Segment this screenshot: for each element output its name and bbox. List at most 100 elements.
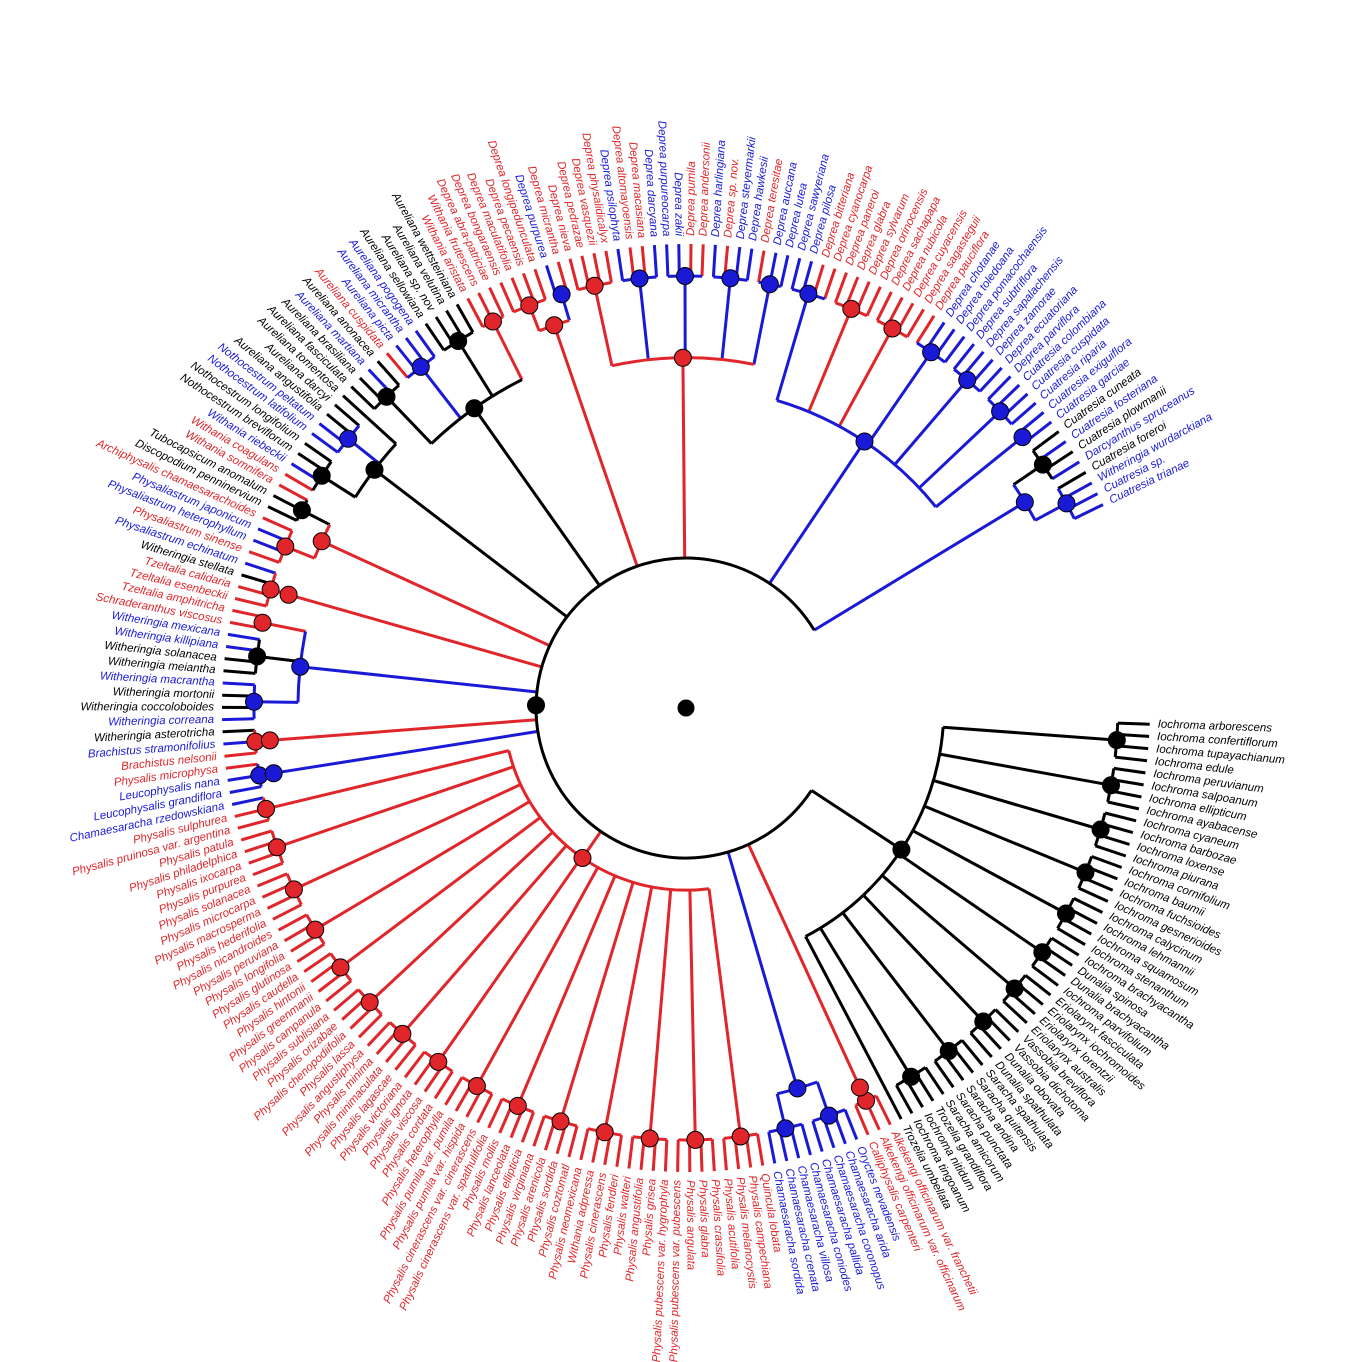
branch — [333, 403, 361, 427]
ancestral-node — [279, 585, 298, 604]
branch — [676, 1139, 680, 1172]
taxon-label: Witheringia coccoloboides — [80, 701, 214, 713]
branch — [222, 717, 255, 722]
ancestral-node — [331, 958, 350, 977]
branch — [325, 979, 353, 1003]
branch — [1050, 936, 1080, 957]
branch — [240, 829, 273, 842]
branch — [1010, 401, 1037, 426]
ancestral-node — [1033, 943, 1052, 962]
branch — [923, 804, 1087, 874]
branch — [790, 257, 802, 290]
branch — [366, 1021, 391, 1047]
branch — [231, 796, 264, 806]
branch — [1115, 755, 1148, 763]
branch — [284, 472, 314, 492]
branch — [710, 1139, 716, 1172]
branch — [1107, 800, 1140, 811]
branch — [314, 800, 531, 931]
branch — [837, 327, 894, 427]
branch — [1024, 974, 1052, 997]
branch — [265, 749, 510, 811]
branch — [237, 818, 270, 830]
ancestral-node — [393, 1024, 412, 1043]
branch — [768, 440, 866, 585]
branch — [775, 293, 810, 401]
ancestral-node — [1076, 863, 1095, 882]
branch — [933, 1060, 955, 1089]
branch — [912, 829, 1067, 915]
branch — [262, 516, 293, 533]
ancestral-node — [545, 316, 564, 335]
branch — [652, 245, 658, 278]
branch — [638, 278, 650, 360]
ancestral-node — [1013, 428, 1032, 447]
branch — [225, 762, 258, 770]
branch — [726, 851, 799, 1089]
branch — [222, 728, 255, 734]
ancestral-node — [1005, 979, 1024, 998]
branch — [368, 831, 554, 1004]
taxon-label: Deprea andersonii — [698, 142, 714, 237]
ancestral-node — [855, 432, 874, 451]
ancestral-node — [312, 466, 331, 485]
branch — [1091, 855, 1123, 869]
branch — [552, 324, 639, 567]
branch — [300, 665, 538, 694]
taxon-label: Deprea darcyana — [642, 149, 660, 238]
ancestral-node — [673, 348, 692, 367]
branch — [559, 881, 635, 1122]
ancestral-node — [788, 1079, 807, 1098]
branch — [767, 1131, 777, 1164]
branch — [444, 1076, 464, 1106]
taxon-label: Deprea zakii — [672, 172, 685, 237]
branch — [854, 1104, 870, 1136]
branch — [414, 329, 436, 358]
branch — [813, 500, 1026, 632]
branch — [881, 874, 1016, 990]
branch — [934, 435, 1024, 509]
branch — [700, 244, 705, 277]
branch — [757, 250, 766, 283]
ancestral-node — [483, 312, 502, 331]
ancestral-node — [585, 276, 604, 295]
branch — [256, 872, 288, 888]
ancestral-node — [508, 1096, 527, 1115]
branch — [516, 875, 617, 1107]
taxon-label: Deprea purpureocarpa — [655, 121, 672, 237]
branch — [419, 365, 462, 420]
branch — [994, 1008, 1020, 1033]
branch — [223, 669, 256, 675]
branch — [475, 866, 600, 1087]
ancestral-node — [365, 460, 384, 479]
branch — [357, 1013, 383, 1039]
branch — [244, 561, 277, 575]
branch — [823, 268, 837, 300]
branch — [722, 1138, 728, 1171]
branch — [688, 890, 697, 1140]
branch — [234, 597, 267, 608]
branch — [288, 593, 543, 669]
branch — [969, 1032, 993, 1058]
branch — [222, 681, 255, 687]
branch — [942, 725, 1117, 742]
ancestral-node — [527, 696, 545, 715]
branch — [915, 314, 936, 344]
taxon-label: Witheringia correana — [108, 714, 214, 729]
branch — [663, 1139, 669, 1172]
branch-arc — [534, 556, 816, 860]
branch — [862, 894, 985, 1023]
branch — [341, 394, 368, 419]
ancestral-node — [991, 402, 1010, 421]
branch — [711, 244, 717, 277]
branch — [939, 752, 1112, 787]
branch-arc — [507, 750, 710, 892]
ancestral-node — [573, 849, 592, 867]
taxon-label: Deprea pumila — [685, 161, 698, 236]
ancestral-node — [922, 343, 941, 362]
ancestral-node — [731, 1127, 750, 1146]
ancestral-node — [776, 1119, 795, 1138]
ancestral-node — [257, 799, 275, 818]
branch — [385, 352, 409, 379]
ancestral-node — [284, 880, 303, 899]
